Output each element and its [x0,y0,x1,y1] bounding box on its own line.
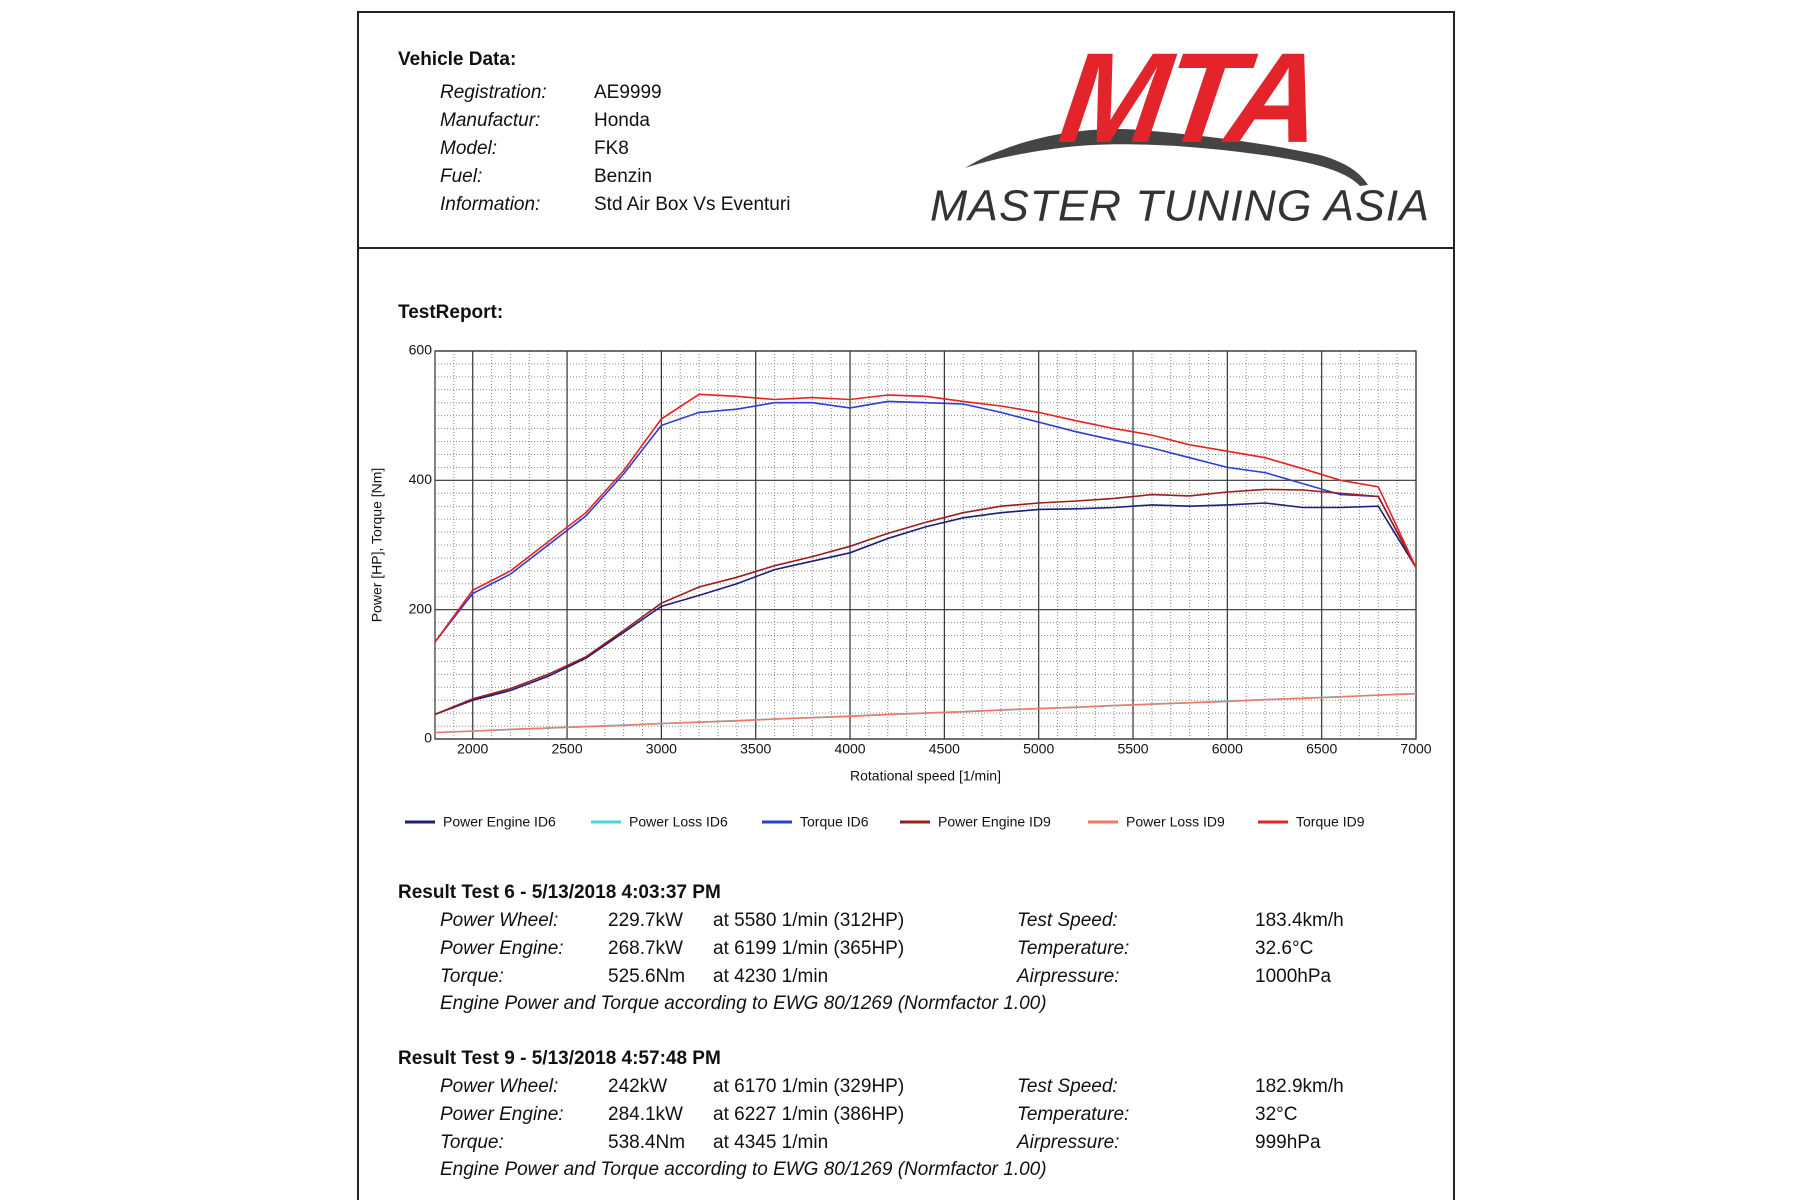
result-label: Power Engine: [440,1104,564,1125]
x-tick-label: 7000 [1400,741,1431,757]
result-label: Power Engine: [440,938,564,959]
result-value: 538.4Nm [608,1132,685,1153]
result-label: Torque: [440,966,504,987]
result-value: 284.1kW [608,1104,683,1125]
y-tick-label: 200 [409,600,433,616]
vehicle-label: Registration: [440,82,547,103]
result-note: Engine Power and Torque according to EWG… [440,1159,1047,1180]
logo-swoosh [965,129,1368,186]
page-frame [357,11,1455,1200]
x-tick-label: 6500 [1306,741,1337,757]
legend-label: Power Engine ID9 [938,814,1051,830]
result-at: at 6199 1/min (365HP) [713,938,904,959]
y-tick-label: 600 [409,342,433,358]
legend-label: Power Engine ID6 [443,814,556,830]
result-label: Torque: [440,1132,504,1153]
x-tick-label: 5500 [1117,741,1148,757]
result-label: Test Speed: [1017,910,1118,931]
series-line [434,502,1417,716]
x-tick-label: 2500 [551,741,582,757]
result-at: at 6170 1/min (329HP) [713,1076,904,1097]
logo-text: MASTER TUNING ASIA [930,182,1430,231]
legend-label: Torque ID9 [1296,814,1365,830]
result-value: 183.4km/h [1255,910,1344,931]
result-label: Temperature: [1017,1104,1129,1125]
vehicle-value: AE9999 [594,82,662,103]
result-label: Test Speed: [1017,1076,1118,1097]
result-label: Airpressure: [1016,966,1119,987]
legend-label: Power Loss ID9 [1126,814,1225,830]
vehicle-value: Std Air Box Vs Eventuri [594,194,790,215]
result-value: 32.6°C [1255,938,1313,959]
y-tick-label: 400 [409,471,433,487]
plot-border [434,350,1417,740]
result-value: 229.7kW [608,910,683,931]
y-tick-label: 0 [424,730,432,746]
result-label: Temperature: [1017,938,1129,959]
series-line [434,692,1417,734]
vehicle-label: Fuel: [440,166,482,187]
x-tick-label: 3500 [740,741,771,757]
result-note: Engine Power and Torque according to EWG… [440,993,1047,1014]
vehicle-label: Model: [440,138,497,159]
result-title: Result Test 9 - 5/13/2018 4:57:48 PM [398,1048,721,1069]
vehicle-title: Vehicle Data: [398,49,516,70]
result-value: 999hPa [1255,1132,1321,1153]
x-tick-label: 6000 [1212,741,1243,757]
y-axis-title: Power [HP], Torque [Nm] [369,468,385,623]
result-at: at 6227 1/min (386HP) [713,1104,904,1125]
result-label: Airpressure: [1016,1132,1119,1153]
legend-label: Torque ID6 [800,814,869,830]
result-value: 1000hPa [1255,966,1332,987]
x-tick-label: 4500 [929,741,960,757]
result-value: 525.6Nm [608,966,685,987]
vehicle-label: Information: [440,194,540,215]
x-tick-label: 2000 [457,741,488,757]
chart: 2000 2500 3000 3500 4000 4500 5000 5500 6000 6500… [369,342,1432,830]
result-value: 242kW [608,1076,667,1097]
x-tick-label: 5000 [1023,741,1054,757]
x-axis-title: Rotational speed [1/min] [850,768,1001,784]
logo-mark: MTA [1052,27,1328,169]
x-tick-label: 4000 [834,741,865,757]
result-value: 268.7kW [608,938,683,959]
series-line [434,393,1417,643]
legend-label: Power Loss ID6 [629,814,728,830]
result-label: Power Wheel: [440,1076,558,1097]
result-value: 32°C [1255,1104,1297,1125]
vehicle-value: Benzin [594,166,652,187]
result-at: at 5580 1/min (312HP) [713,910,904,931]
result-title: Result Test 6 - 5/13/2018 4:03:37 PM [398,882,721,903]
series-line [434,400,1417,643]
vehicle-label: Manufactur: [440,110,540,131]
result-at: at 4345 1/min [713,1132,828,1153]
report-title: TestReport: [398,302,503,323]
x-tick-label: 3000 [646,741,677,757]
vehicle-value: Honda [594,110,650,131]
result-at: at 4230 1/min [713,966,828,987]
series-line [434,488,1417,716]
vehicle-value: FK8 [594,138,629,159]
result-value: 182.9km/h [1255,1076,1344,1097]
result-label: Power Wheel: [440,910,558,931]
